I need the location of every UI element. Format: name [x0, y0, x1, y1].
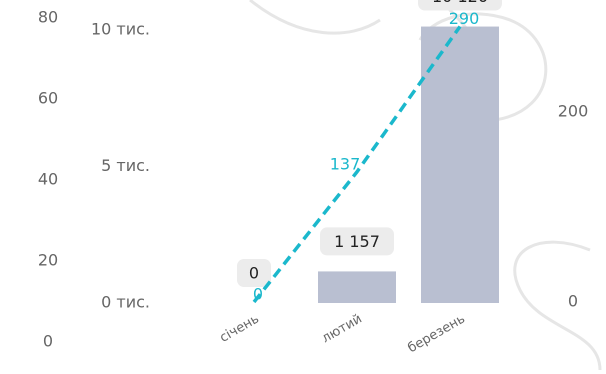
- y3-tick-label: 40: [38, 170, 58, 189]
- line-value-label: 137: [330, 154, 361, 173]
- x-tick-label: лютий: [319, 312, 364, 347]
- line-value-label: 0: [253, 285, 263, 304]
- value-label: 0: [249, 264, 259, 283]
- line-value-label: 290: [449, 9, 480, 28]
- y-tick-label: 0 тис.: [101, 293, 150, 312]
- y3-tick-label: 0: [43, 332, 53, 351]
- x-tick-label: березень: [405, 312, 467, 357]
- value-label-box: [320, 227, 394, 256]
- y2-tick-label: 200: [558, 102, 589, 121]
- y-tick-label: 10 тис.: [91, 20, 150, 39]
- value-label: 1 157: [334, 232, 380, 251]
- value-label-box: [418, 0, 502, 11]
- value-label: 10 126: [432, 0, 488, 6]
- y3-tick-label: 20: [38, 251, 58, 270]
- line: [252, 25, 462, 304]
- y-tick-label: 5 тис.: [101, 156, 150, 175]
- y3-tick-label: 80: [38, 8, 58, 27]
- x-tick-label: січень: [217, 312, 261, 346]
- y2-tick-label: 0: [568, 292, 578, 311]
- bar: [318, 271, 396, 303]
- value-label-box: [237, 259, 271, 287]
- bar: [421, 26, 499, 303]
- y3-tick-label: 60: [38, 89, 58, 108]
